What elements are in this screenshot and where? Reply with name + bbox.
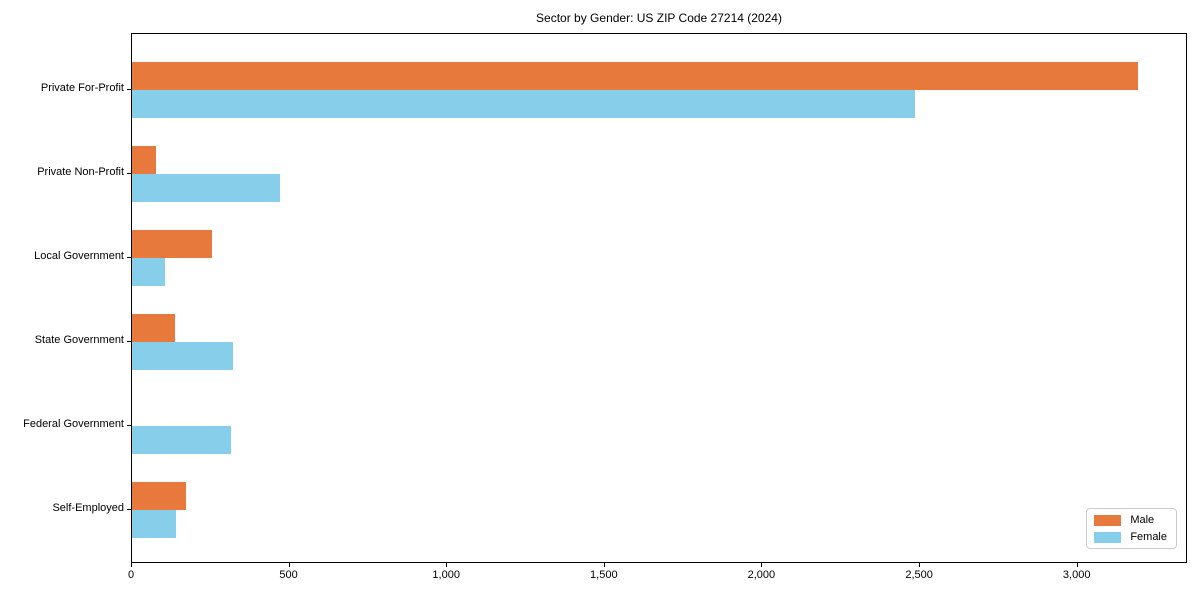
bar-female-6 [132, 510, 177, 538]
x-tick-mark [131, 563, 132, 567]
bar-female-3 [132, 258, 166, 286]
x-tick-label: 2,500 [905, 569, 933, 581]
x-tick-mark [761, 563, 763, 567]
x-tick-label: 3,000 [1062, 569, 1091, 581]
bar-female-5 [132, 426, 232, 454]
bar-female-1 [132, 90, 916, 118]
x-tick-label: 0 [127, 569, 135, 581]
x-tick-mark [1076, 563, 1078, 567]
legend-swatch-male [1094, 514, 1122, 526]
y-tick-label: Federal Government [23, 418, 124, 430]
y-tick-label: Private For-Profit [40, 82, 124, 94]
legend-label: Female [1130, 531, 1167, 543]
legend-label: Male [1130, 514, 1155, 526]
x-tick-label: 1,500 [590, 569, 618, 581]
x-tick-mark [446, 563, 448, 567]
chart-title: Sector by Gender: US ZIP Code 27214 (202… [536, 11, 782, 25]
bar-male-4 [132, 314, 175, 342]
x-tick-mark [603, 563, 605, 567]
x-tick-mark [919, 563, 921, 567]
x-tick-mark [288, 563, 290, 567]
legend: Male Female [1086, 508, 1177, 549]
bar-female-2 [132, 174, 281, 202]
legend-swatch-female [1094, 531, 1122, 543]
x-tick-label: 500 [279, 569, 298, 581]
bar-male-1 [132, 62, 1138, 90]
y-tick-mark [127, 425, 131, 426]
bar-male-2 [132, 146, 156, 174]
x-tick-label: 1,000 [432, 569, 460, 581]
y-tick-mark [127, 341, 131, 342]
y-tick-label: State Government [34, 334, 124, 346]
y-tick-mark [127, 257, 131, 258]
plot-area: Male Female [131, 33, 1187, 563]
legend-item-female: Female [1094, 531, 1167, 543]
y-tick-label: Self-Employed [52, 502, 124, 514]
bar-female-4 [132, 342, 233, 370]
y-tick-mark [127, 509, 131, 510]
legend-item-male: Male [1094, 514, 1167, 526]
y-tick-mark [127, 89, 131, 90]
bar-male-6 [132, 482, 186, 510]
y-tick-label: Local Government [34, 250, 124, 262]
y-tick-mark [127, 173, 131, 174]
bar-male-3 [132, 230, 213, 258]
y-tick-label: Private Non-Profit [37, 166, 124, 178]
x-tick-label: 2,000 [747, 569, 776, 581]
